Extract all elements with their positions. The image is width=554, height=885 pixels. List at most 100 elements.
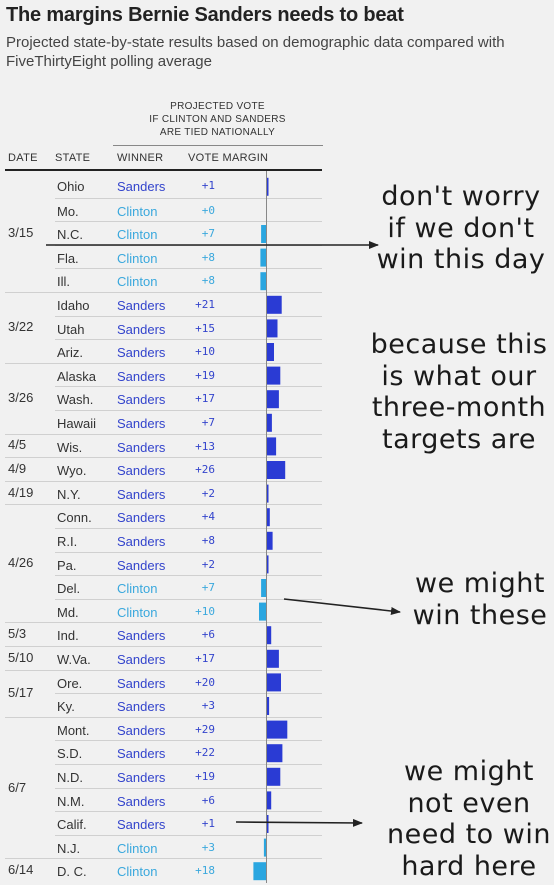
vote-margin-label: +13 [195,439,215,453]
state-name: Ky. [57,699,75,715]
winner-name: Sanders [117,486,166,502]
vote-margin-label: +3 [201,699,215,713]
winner-name: Sanders [117,416,166,431]
winner-column-header: WINNER [117,152,164,164]
table-row: Ill. Clinton +8 [55,268,322,293]
vote-margin-label: +6 [201,628,215,642]
winner-name: Clinton [117,581,158,597]
winner-name: Clinton [117,840,158,856]
vote-margin-label: +2 [201,486,215,500]
date-label: 6/7 [8,779,27,795]
chart-title: The margins Bernie Sanders needs to beat [6,4,404,26]
winner-name: Sanders [117,321,166,337]
state-name: Mont. [57,722,90,738]
vote-margin-label: +8 [201,534,215,547]
projected-vote-header: PROJECTED VOTE IF CLINTON AND SANDERS AR… [149,101,286,138]
winner-name: Sanders [117,439,166,455]
date-group-divider [5,646,55,647]
state-name: N.Y. [57,486,81,502]
table-row: N.D. Sanders +19 [55,764,322,789]
table-row: W.Va. Sanders +17 [55,646,322,671]
winner-name: Sanders [117,699,166,715]
state-name: Ariz. [57,345,83,361]
date-group-divider [5,292,55,293]
state-name: S.D. [57,746,83,762]
winner-name: Clinton [117,250,158,266]
state-name: Conn. [57,510,92,526]
vote-margin-label: +15 [195,321,215,335]
vote-margin-label: +8 [201,250,215,264]
winner-name: Sanders [117,722,166,738]
vote-margin-label: +22 [195,746,215,760]
state-name: Alaska [57,368,97,384]
table-row: Calif. Sanders +1 [55,811,322,836]
table-row: Mont. Sanders +29 [55,716,322,742]
date-group-divider [5,504,55,506]
state-column-header: STATE [55,152,91,164]
vote-margin-label: +19 [195,368,215,382]
vote-margin-label: +7 [201,416,215,429]
arrow-to-calif [235,818,363,827]
table-row: Wash. Sanders +17 [55,386,322,411]
vote-margin-label: +1 [201,817,215,831]
date-label: 5/3 [8,626,27,642]
date-label: 3/15 [8,225,34,240]
header-rule [5,169,322,171]
winner-name: Sanders [117,793,166,809]
table-row: Hawaii Sanders +7 [55,410,322,435]
state-name: N.J. [57,840,81,856]
vote-margin-label: +3 [201,840,215,854]
state-name: Md. [57,604,79,620]
winner-name: Sanders [117,298,166,313]
table-row: Utah Sanders +15 [55,315,322,341]
table-row: Idaho Sanders +21 [55,292,322,317]
state-name: Wis. [57,439,83,455]
date-label: 4/9 [8,461,27,476]
table-row: N.J. Clinton +3 [55,834,322,860]
table-row: N.Y. Sanders +2 [55,480,322,506]
vote-margin-label: +7 [201,227,215,241]
winner-name: Sanders [117,179,166,194]
date-group-divider [5,480,55,482]
vote-margin-label: +19 [195,770,215,783]
winner-name: Sanders [117,392,166,408]
vote-margin-label: +17 [195,652,215,665]
vote-margin-label: +20 [195,675,215,689]
vote-margin-label: +7 [201,581,215,595]
vote-margin-label: +4 [201,510,215,524]
date-group-divider [5,669,55,671]
vote-margin-label: +2 [201,557,215,571]
state-name: Wash. [57,392,94,408]
winner-name: Sanders [117,510,166,526]
table-row: Md. Clinton +10 [55,598,322,624]
winner-name: Sanders [117,534,166,549]
date-label: 3/26 [8,390,34,406]
table-row: Ore. Sanders +20 [55,669,322,695]
state-name: Del. [57,581,81,597]
state-name: Calif. [57,817,87,833]
state-name: N.C. [57,227,83,243]
vote-margin-label: +18 [195,864,215,878]
winner-name: Clinton [117,274,158,290]
date-group-divider [5,433,55,435]
table-row: R.I. Sanders +8 [55,528,322,553]
date-label: 4/5 [8,437,27,453]
table-row: Del. Clinton +7 [55,575,322,600]
winner-name: Sanders [117,628,166,644]
vote-margin-column-header: VOTE MARGIN [188,152,269,164]
date-group-divider [5,457,55,459]
table-row: Wyo. Sanders +26 [55,457,322,482]
state-name: Ohio [57,179,85,194]
state-name: N.D. [57,770,83,785]
vote-margin-label: +1 [201,179,215,192]
winner-name: Sanders [117,770,166,785]
date-label: 6/14 [8,862,34,878]
date-group-divider [5,362,55,364]
table-row: N.M. Sanders +6 [55,787,322,813]
vote-margin-label: +10 [195,345,215,359]
vote-margin-label: +17 [195,392,215,406]
zero-axis-line [266,171,267,883]
date-group-divider [5,716,55,718]
table-row: Ohio Sanders +1 [55,174,322,198]
state-name: Mo. [57,203,79,219]
